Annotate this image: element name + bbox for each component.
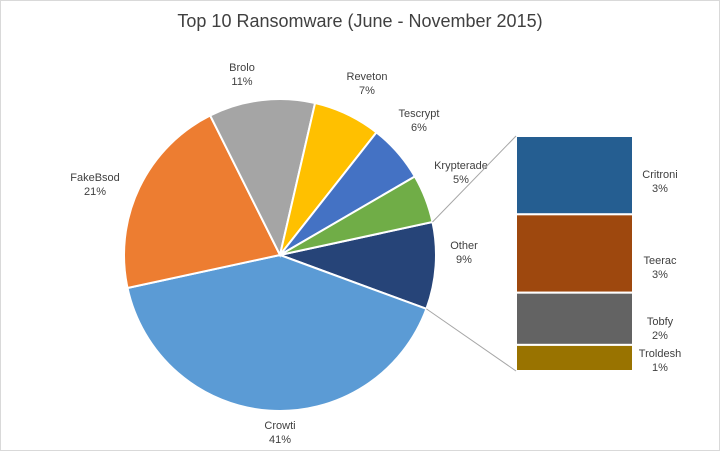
data-label-tescrypt-name: Tescrypt: [399, 108, 440, 120]
bar-segment-critroni: [515, 135, 634, 216]
pie-slice-crowti: [126, 253, 428, 412]
bar-segment-tobfy: [515, 291, 634, 346]
connector-line-top: [432, 135, 517, 223]
data-label-crowti-name: Crowti: [264, 420, 295, 432]
bar-label-critroni-name: Critroni: [642, 169, 677, 181]
data-label-reveton-name: Reveton: [347, 71, 388, 83]
bar-label-troldesh-name: Troldesh: [639, 348, 681, 360]
data-label-fakebsod-name: FakeBsod: [70, 172, 120, 184]
bar-label-teerac-name: Teerac: [643, 255, 677, 267]
data-label-krypterade-value: 5%: [453, 174, 469, 186]
data-label-fakebsod-value: 21%: [84, 186, 106, 198]
bar-label-troldesh-value: 1%: [652, 362, 668, 374]
bar-segment-troldesh: [515, 343, 634, 373]
pie-slice-other: [276, 220, 437, 311]
pie-slice-fakebsod: [123, 114, 282, 290]
bar-label-tobfy-name: Tobfy: [647, 316, 674, 328]
bar-label-tobfy-value: 2%: [652, 330, 668, 342]
bar-label-critroni-value: 3%: [652, 183, 668, 195]
bar-segment-teerac: [515, 213, 634, 294]
bar-label-teerac-value: 3%: [652, 269, 668, 281]
connector-line-bottom: [426, 308, 517, 372]
data-label-other-value: 9%: [456, 254, 472, 266]
chart-title: Top 10 Ransomware (June - November 2015): [177, 11, 543, 31]
data-label-krypterade-name: Krypterade: [434, 160, 488, 172]
data-label-crowti-value: 41%: [269, 434, 291, 446]
data-label-brolo-name: Brolo: [229, 62, 255, 74]
data-label-tescrypt-value: 6%: [411, 122, 427, 134]
data-label-reveton-value: 7%: [359, 85, 375, 97]
data-label-other-name: Other: [450, 240, 478, 252]
data-label-brolo-value: 11%: [231, 76, 252, 88]
